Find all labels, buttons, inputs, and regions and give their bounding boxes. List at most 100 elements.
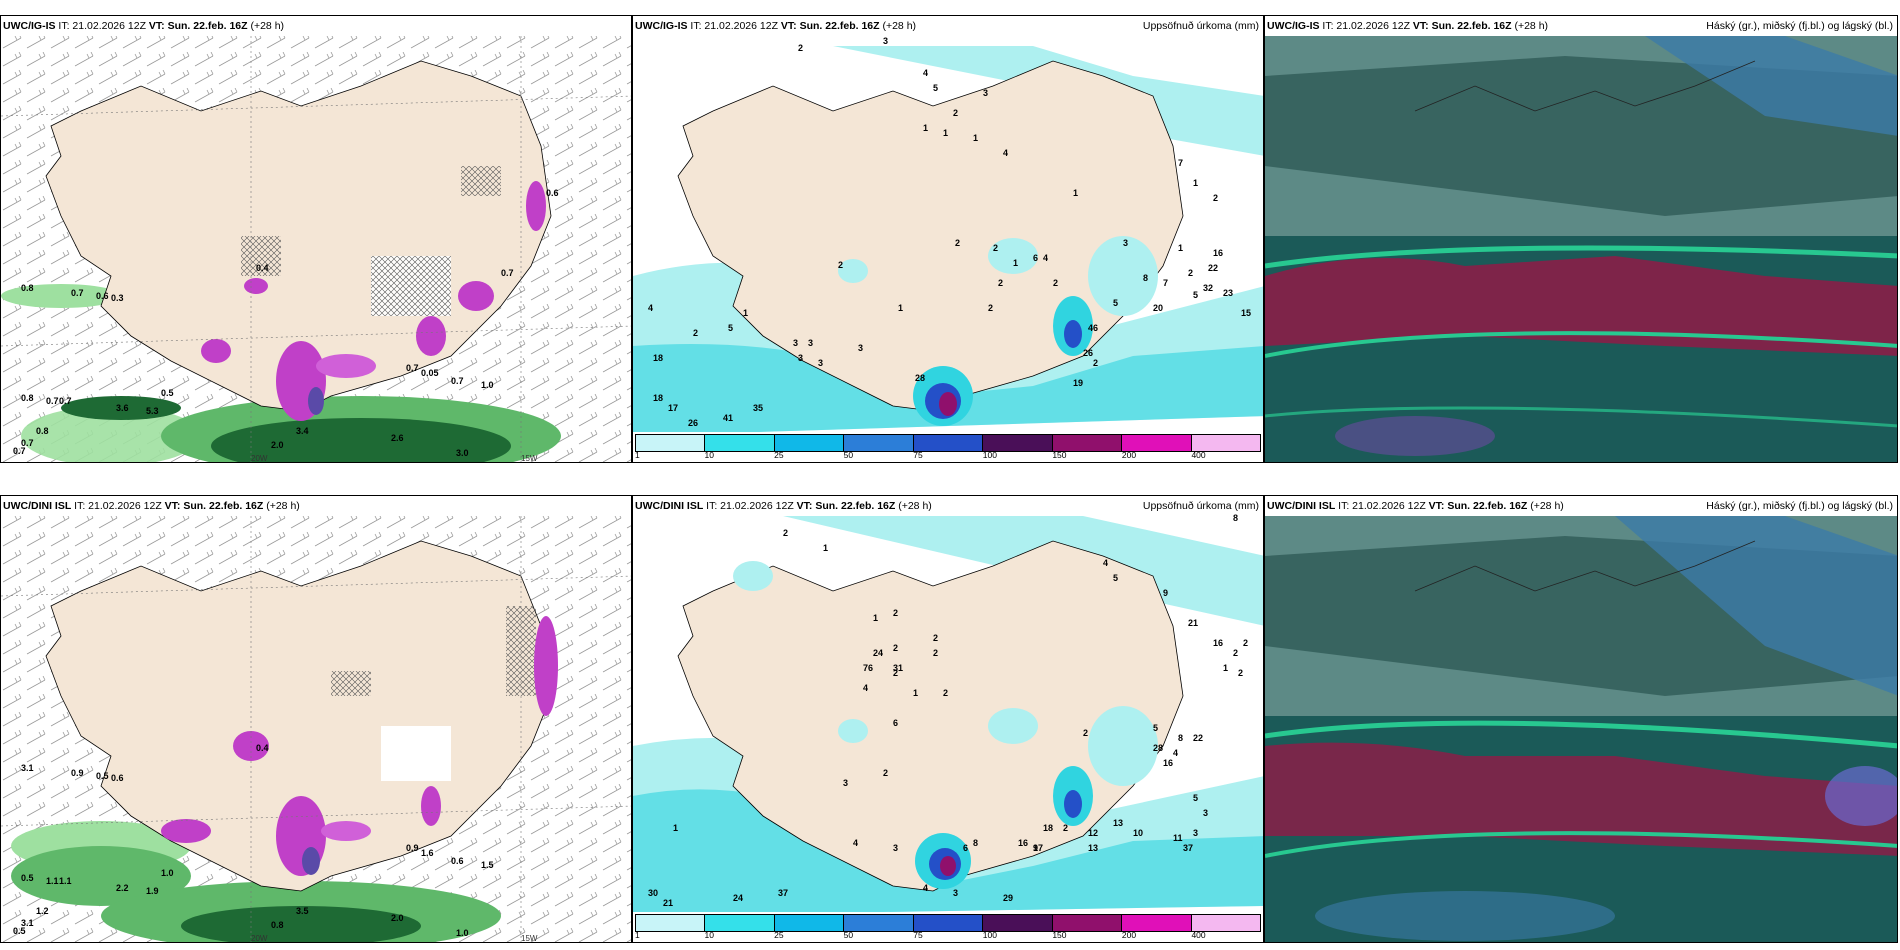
panel-header: UWC/DINI ISL IT: 21.02.2026 12Z VT: Sun.… [635,500,1259,512]
map-value-label: 9 [1033,843,1038,853]
map-value-label: 1 [923,123,928,133]
map-value-label: 3.5 [296,906,309,916]
map-value-label: 2.6 [391,433,404,443]
panel-header: UWC/DINI ISL IT: 21.02.2026 12Z VT: Sun.… [3,500,300,512]
map-value-label: 0.5 [96,771,109,781]
colorbar-swatch [1122,435,1192,451]
panel-header: UWC/IG-IS IT: 21.02.2026 12Z VT: Sun. 22… [1267,20,1893,32]
map-value-label: 6 [963,843,968,853]
map-value-label: 2.2 [116,883,129,893]
colorbar-tick-label: 150 [1052,450,1067,460]
map-value-label: 2 [988,303,993,313]
map-value-label: 3 [818,358,823,368]
map-value-label: 12 [1088,828,1098,838]
colorbar-swatch [705,915,775,931]
map-value-label: 0.7 [406,363,419,373]
map-value-label: 2 [838,260,843,270]
colorbar-swatch [1191,435,1260,451]
colorbar-tick-label: 50 [843,450,854,460]
map-value-label: 0.5 [13,926,26,936]
map-value-label: 1.5 [481,860,494,870]
map-value-label: 1 [1178,243,1183,253]
map-value-label: 8 [1233,513,1238,523]
panel-cloud-row1: UWC/IG-IS IT: 21.02.2026 12Z VT: Sun. 22… [1264,15,1898,463]
map-value-label: 2 [798,43,803,53]
map-value-label: 0.7 [59,396,72,406]
map-value-label: 17 [1033,843,1043,853]
map-value-label: 3 [843,778,848,788]
map-value-label: 2.0 [271,440,284,450]
map-value-label: 2 [783,528,788,538]
map-value-label: 30 [648,888,658,898]
map-value-label: 0.4 [256,263,269,273]
colorbar-swatch [913,435,984,451]
map-value-label: 3.1 [21,918,34,928]
map-value-label: 3 [893,843,898,853]
colorbar-swatch [983,435,1053,451]
map-value-label: 1 [673,823,678,833]
colorbar-tick-label: 25 [774,450,784,460]
map-value-label: 28 [1153,743,1163,753]
colorbar-tick-label: 200 [1121,450,1137,460]
map-value-label: 5 [1113,573,1118,583]
wind-map: 0.40.8 0.7 0.6 0.30.8 0.7 0.70.53.6 5.30.80.70… [1,36,631,462]
map-value-label: 17 [668,403,678,413]
map-value-label: 22 [1208,263,1218,273]
lon-label: 20W [251,454,268,463]
colorbar-tick-label: 50 [843,930,854,940]
map-value-label: 16 [1163,758,1173,768]
map-value-label: 4 [1043,253,1048,263]
map-value-label: 0.7 [13,446,26,456]
map-value-label: 13 [1113,818,1123,828]
map-value-label: 0.4 [256,743,269,753]
map-value-label: 2 [883,768,888,778]
panel-header: UWC/IG-IS IT: 21.02.2026 12Z VT: Sun. 22… [3,20,285,32]
panel-precip-row2: UWC/DINI ISL IT: 21.02.2026 12Z VT: Sun.… [632,495,1264,943]
panel-header: UWC/DINI ISL IT: 21.02.2026 12Z VT: Sun.… [1267,500,1893,512]
map-value-label: 21 [663,898,673,908]
map-value-label: 3 [793,338,798,348]
colorbar-swatch [774,435,845,451]
map-value-label: 15 [1241,308,1251,318]
map-value-label: 5 [1193,793,1198,803]
map-value-label: 1 [1193,178,1198,188]
map-value-label: 0.9 [406,843,419,853]
map-value-label: 1 [1013,258,1018,268]
map-value-label: 1 [943,128,948,138]
cloud-map [1265,516,1897,942]
colorbar-swatch [636,915,706,931]
map-value-label: 4 [853,838,858,848]
map-value-label: 9 [1163,588,1168,598]
lon-label: 20W [251,934,268,943]
colorbar-swatch [844,915,914,931]
colorbar-tick-label: 25 [774,930,784,940]
map-value-label: 0.7 [46,396,59,406]
map-value-label: 1.1 [59,876,72,886]
map-value-label: 1.0 [481,380,494,390]
map-value-label: 3.0 [456,448,469,458]
map-value-label: 16 [1213,248,1223,258]
map-value-label: 2 [1233,648,1238,658]
map-value-label: 16 [1018,838,1028,848]
map-value-label: 0.7 [21,438,34,448]
map-value-label: 6 [1033,253,1038,263]
map-value-label: 5 [1153,723,1158,733]
map-value-label: 2 [955,238,960,248]
map-value-label: 18 [653,393,663,403]
map-value-label: 5 [728,323,733,333]
wind-map: 0.43.1 0.9 0.5 0.60.5 1.1 1.11.02.2 1.91.23.10… [1,516,631,942]
map-value-label: 4 [1103,558,1108,568]
colorbar-tick-label: 100 [982,930,997,940]
map-value-label: 2 [1238,668,1243,678]
map-value-label: 46 [1088,323,1098,333]
colorbar-tick-label: 150 [1052,930,1067,940]
map-value-label: 1.9 [146,886,159,896]
map-value-label: 0.8 [36,426,49,436]
colorbar-tick-label: 75 [913,930,923,940]
colorbar-swatch [913,915,984,931]
cloud-map [1265,36,1897,462]
map-value-label: 29 [1003,893,1013,903]
colorbar-swatch [1122,915,1192,931]
map-value-label: 0.6 [96,291,109,301]
map-value-label: 5.3 [146,406,159,416]
